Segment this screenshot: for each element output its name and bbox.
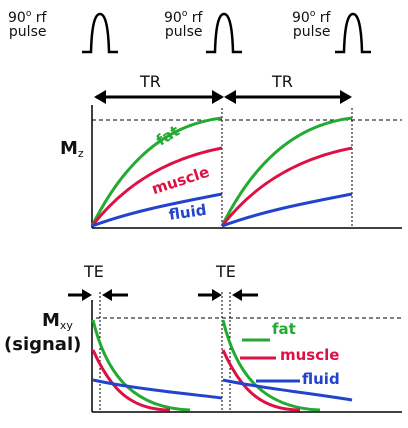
te-arrows-1	[68, 289, 128, 301]
pulse-word2: pulse	[8, 24, 47, 40]
mz-axes	[91, 105, 402, 229]
mxy-fluid-curve-2	[222, 378, 353, 402]
pulse-deg-sup: o	[309, 9, 316, 19]
mxy-muscle-label: muscle	[280, 346, 340, 364]
mxy-axis-main: M	[42, 310, 60, 331]
mxy-axes	[91, 292, 402, 413]
mz-fluid-curve-2	[221, 192, 353, 228]
pulse-deg: 90	[164, 10, 182, 26]
pulse-word1: rf	[319, 10, 331, 26]
mz-axis-sub: z	[77, 147, 84, 160]
pulse-deg-sup: o	[25, 9, 32, 19]
tr-arrow-1	[94, 90, 224, 104]
tr-label-2: TR	[272, 72, 293, 91]
rf-pulse-label-1: 90o rf pulse	[8, 9, 47, 40]
pulse-deg-sup: o	[181, 9, 188, 19]
mxy-axis-signal-label: (signal)	[4, 334, 82, 355]
mxy-fat-label: fat	[272, 320, 296, 338]
pulse-word1: rf	[35, 10, 47, 26]
mz-axis-main: M	[60, 138, 78, 159]
mz-fluid-curve-1	[91, 192, 223, 228]
mz-muscle-curve-1	[90, 146, 223, 227]
tr-arrow-2	[224, 90, 352, 104]
mz-axis-label: Mz	[60, 138, 84, 160]
rf-pulse-3	[335, 12, 371, 54]
mxy-axis-sub: xy	[59, 319, 73, 332]
mz-muscle-curve-2	[220, 146, 353, 227]
pulse-deg: 90	[8, 10, 26, 26]
rf-pulse-label-2: 90o rf pulse	[164, 9, 203, 40]
tr-label-1: TR	[140, 72, 161, 91]
te-label-1: TE	[84, 262, 104, 281]
rf-pulse-1	[82, 12, 118, 54]
mxy-axis-label: Mxy	[42, 310, 73, 332]
te-arrows-2	[198, 289, 258, 301]
mxy-fat-curve-2	[221, 319, 321, 412]
rf-pulse-2	[206, 12, 242, 54]
rf-pulse-label-3: 90o rf pulse	[292, 9, 331, 40]
te-label-2: TE	[216, 262, 236, 281]
mxy-fluid-curve-1	[92, 378, 223, 400]
mxy-fat-curve-1	[91, 319, 191, 412]
pulse-word2: pulse	[292, 24, 331, 40]
pulse-word1: rf	[191, 10, 203, 26]
mz-curves	[90, 116, 353, 228]
mz-fat-curve-2	[220, 116, 353, 227]
pulse-deg: 90	[292, 10, 310, 26]
mxy-curves	[91, 319, 353, 412]
mxy-muscle-curve-2	[221, 349, 301, 412]
mz-fat-curve-1	[90, 116, 223, 227]
mxy-muscle-curve-1	[91, 349, 171, 412]
mxy-fluid-label: fluid	[302, 370, 340, 388]
pulse-word2: pulse	[164, 24, 203, 40]
